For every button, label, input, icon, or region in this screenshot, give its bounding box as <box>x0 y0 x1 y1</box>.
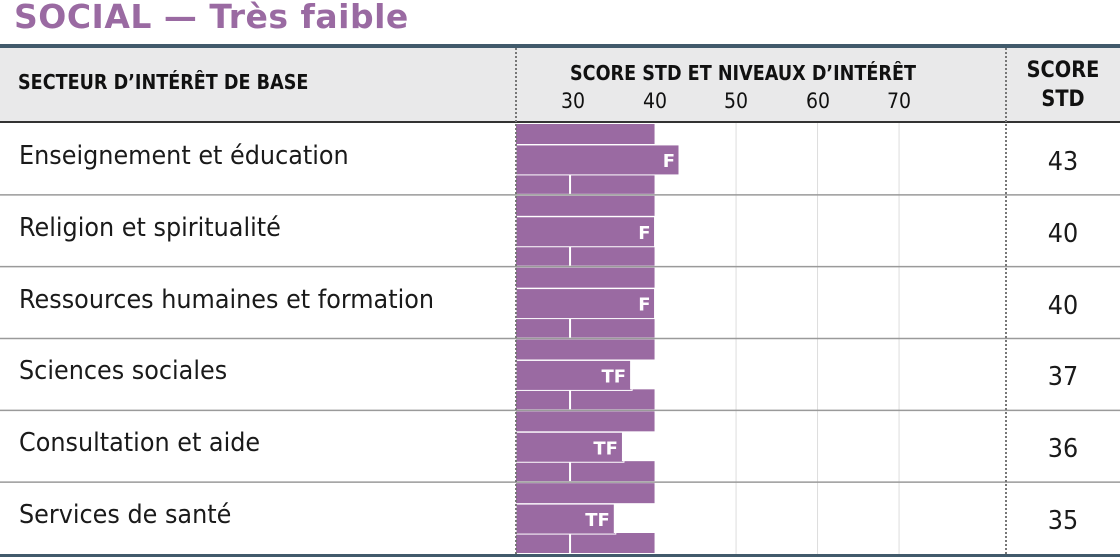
x-tick-label: 70 <box>887 89 912 113</box>
bar-value-label: TF <box>593 438 618 459</box>
column-separator-left <box>515 48 517 554</box>
row-label: Religion et spiritualité <box>19 212 281 243</box>
column-header-score-std-line1: SCORE <box>1026 58 1100 83</box>
bottom-rule <box>0 554 1120 557</box>
row-score: 35 <box>1047 506 1079 537</box>
bar-value-label: F <box>663 151 675 172</box>
header-divider <box>0 121 1120 123</box>
x-tick-label: 40 <box>642 89 667 113</box>
norm-band-bottom <box>516 317 655 338</box>
score-bar <box>516 288 655 319</box>
norm-band-top <box>516 267 655 288</box>
row-score: 36 <box>1047 434 1079 465</box>
bar-value-label: F <box>638 295 650 316</box>
top-rule <box>0 44 1120 48</box>
x-tick-label: 30 <box>561 89 586 113</box>
row-label: Ressources humaines et formation <box>19 284 435 315</box>
column-header-score-levels: SCORE STD ET NIVEAUX D’INTÉRÊT <box>570 61 917 85</box>
header-band <box>0 48 1120 122</box>
x-tick-label: 60 <box>805 89 830 113</box>
bar-value-label: TF <box>585 510 610 531</box>
row-label: Enseignement et éducation <box>19 140 349 171</box>
column-header-sector: SECTEUR D’INTÉRÊT DE BASE <box>18 70 309 94</box>
column-separator-right <box>1005 48 1007 554</box>
page-title: SOCIAL — Très faible <box>14 0 409 36</box>
score-bar <box>516 360 631 391</box>
norm-band-top <box>516 339 655 360</box>
norm-band-top <box>516 195 655 216</box>
row-label: Consultation et aide <box>19 428 261 459</box>
row-score: 40 <box>1047 290 1079 321</box>
bar-value-label: F <box>638 223 650 244</box>
norm-band-bottom <box>516 173 655 194</box>
bar-value-label: TF <box>602 366 627 387</box>
score-bar <box>516 216 655 247</box>
row-score: 43 <box>1047 146 1079 177</box>
norm-band-top <box>516 411 655 432</box>
norm-band-bottom <box>516 461 655 482</box>
score-bar <box>516 432 622 463</box>
norm-band-bottom <box>516 245 655 266</box>
row-label: Sciences sociales <box>19 356 228 387</box>
norm-band-bottom <box>516 533 655 553</box>
norm-band-top <box>516 124 655 144</box>
norm-band-bottom <box>516 389 655 410</box>
score-bar <box>516 504 614 535</box>
row-score: 37 <box>1047 362 1079 393</box>
score-bar <box>516 144 679 175</box>
norm-band-top <box>516 483 655 504</box>
row-score: 40 <box>1047 218 1079 249</box>
x-tick-label: 50 <box>724 89 749 113</box>
column-header-score-std-line2: STD <box>1041 87 1085 112</box>
row-label: Services de santé <box>19 500 232 531</box>
